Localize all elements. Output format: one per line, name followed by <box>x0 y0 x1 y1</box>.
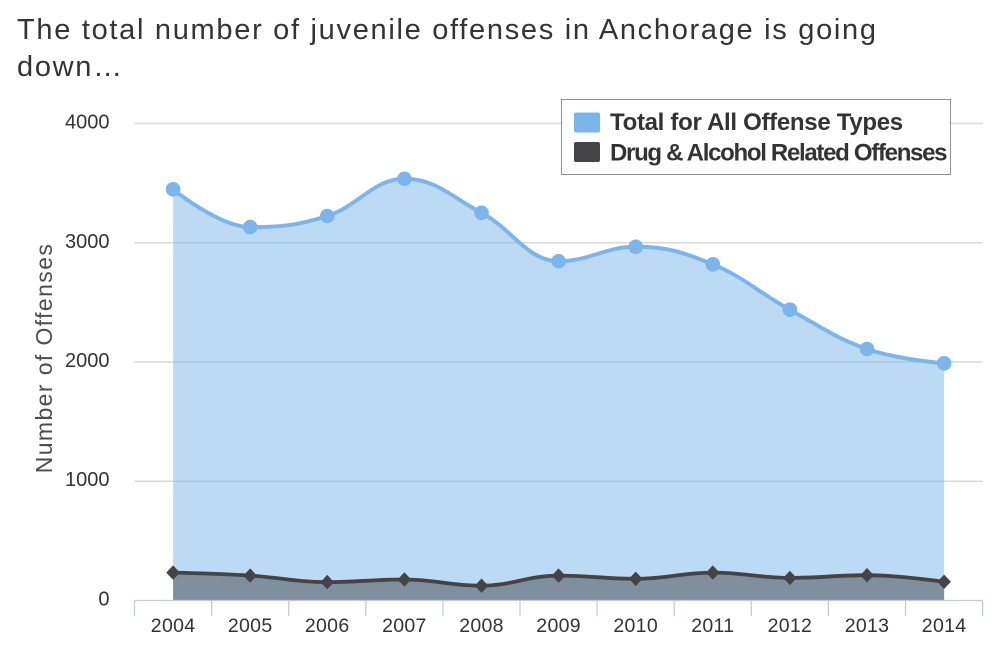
svg-text:2014: 2014 <box>922 615 967 637</box>
svg-text:2005: 2005 <box>228 615 273 637</box>
svg-text:down…: down… <box>17 51 124 83</box>
svg-text:2013: 2013 <box>845 615 890 637</box>
svg-text:2008: 2008 <box>459 615 504 637</box>
svg-text:2000: 2000 <box>65 350 110 372</box>
svg-text:2006: 2006 <box>305 615 350 637</box>
svg-text:2011: 2011 <box>691 615 734 637</box>
svg-text:Number of Offenses: Number of Offenses <box>31 243 57 474</box>
svg-text:The total number of juvenile o: The total number of juvenile offenses in… <box>17 14 878 46</box>
svg-text:Total for All Offense Types: Total for All Offense Types <box>610 109 903 136</box>
svg-text:2012: 2012 <box>768 615 813 637</box>
svg-text:4000: 4000 <box>65 112 110 134</box>
svg-text:1000: 1000 <box>65 469 110 491</box>
svg-text:0: 0 <box>98 589 109 611</box>
svg-text:Drug & Alcohol Related Offense: Drug & Alcohol Related Offenses <box>610 139 947 166</box>
svg-text:3000: 3000 <box>65 231 110 253</box>
svg-text:2004: 2004 <box>151 615 196 637</box>
svg-text:2009: 2009 <box>536 615 581 637</box>
svg-text:2010: 2010 <box>613 615 658 637</box>
svg-text:2007: 2007 <box>382 615 427 637</box>
